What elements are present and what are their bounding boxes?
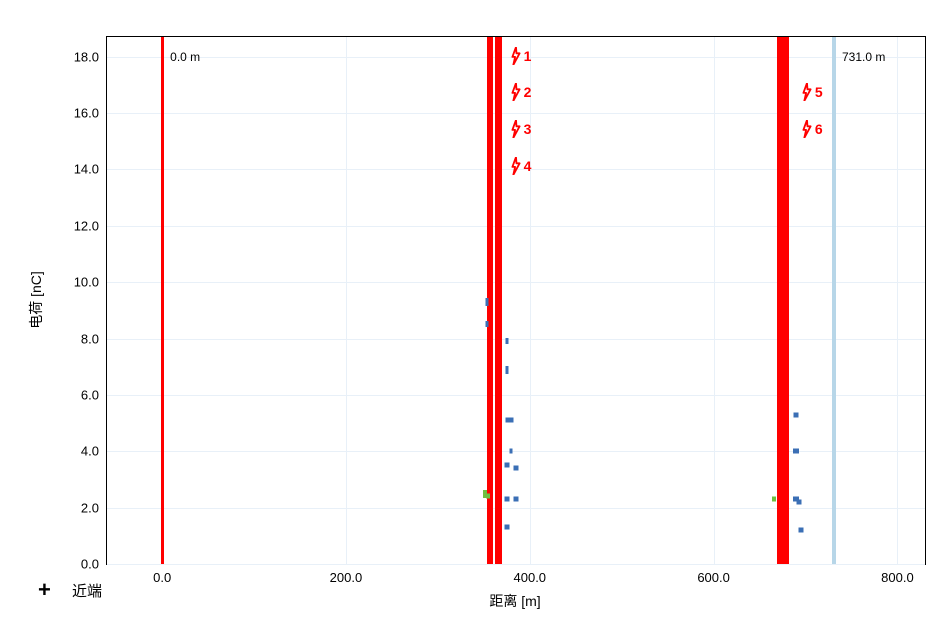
y-tick-label: 16.0 [74,106,99,121]
y-tick-label: 10.0 [74,275,99,290]
fault-index: 1 [524,48,532,64]
scatter-point [509,418,514,423]
fault-marker: 6 [801,120,823,138]
marker-vline [777,37,789,564]
x-tick-label: 200.0 [330,570,363,585]
grid-line-v [714,37,715,564]
fault-index: 4 [524,158,532,174]
fault-marker: 1 [510,47,532,65]
y-tick-label: 14.0 [74,162,99,177]
scatter-point [510,449,513,454]
scatter-point [505,418,508,423]
fault-index: 6 [815,121,823,137]
marker-vline [487,37,493,564]
distance-label: 0.0 m [170,50,200,64]
scatter-point [485,298,488,306]
fault-index: 5 [815,84,823,100]
grid-line-h [107,508,925,509]
grid-line-h [107,113,925,114]
scatter-point [797,500,802,505]
distance-label: 731.0 m [842,50,885,64]
scatter-point [504,463,509,468]
y-tick-label: 0.0 [81,557,99,572]
scatter-point [505,366,508,374]
grid-line-h [107,564,925,565]
grid-line-v [346,37,347,564]
scatter-point [794,412,799,417]
y-axis-label: 电荷 [nC] [26,271,46,329]
scatter-point [514,497,519,502]
x-tick-label: 400.0 [514,570,547,585]
grid-line-h [107,226,925,227]
fault-marker: 5 [801,83,823,101]
plot-area: 0.02.04.06.08.010.012.014.016.018.00.020… [106,36,926,565]
x-tick-label: 600.0 [697,570,730,585]
y-tick-label: 6.0 [81,387,99,402]
reference-vline [832,37,836,564]
grid-line-h [107,339,925,340]
x-tick-label: 0.0 [153,570,171,585]
scatter-point [504,497,509,502]
scatter-point [505,338,508,344]
scatter-point [772,497,776,502]
fault-index: 2 [524,84,532,100]
grid-line-v [897,37,898,564]
scatter-point [485,321,488,327]
legend-plus-icon: + [38,577,51,603]
scatter-point [793,449,799,454]
fault-index: 3 [524,121,532,137]
y-tick-label: 2.0 [81,500,99,515]
fault-marker: 3 [510,120,532,138]
marker-vline [495,37,502,564]
grid-line-v [530,37,531,564]
scatter-point [504,525,509,530]
y-tick-label: 12.0 [74,218,99,233]
x-axis-label: 距离 [m] [489,591,540,611]
y-tick-label: 18.0 [74,49,99,64]
chart-container: 0.02.04.06.08.010.012.014.016.018.00.020… [0,0,946,639]
grid-line-h [107,451,925,452]
grid-line-h [107,282,925,283]
y-tick-label: 4.0 [81,444,99,459]
legend-near-end: 近端 [72,580,102,601]
scatter-point [798,528,803,533]
grid-line-h [107,395,925,396]
fault-marker: 4 [510,157,532,175]
scatter-point [514,466,519,471]
y-tick-label: 8.0 [81,331,99,346]
x-tick-label: 800.0 [881,570,914,585]
fault-marker: 2 [510,83,532,101]
marker-vline [161,37,164,564]
scatter-point [486,494,490,499]
